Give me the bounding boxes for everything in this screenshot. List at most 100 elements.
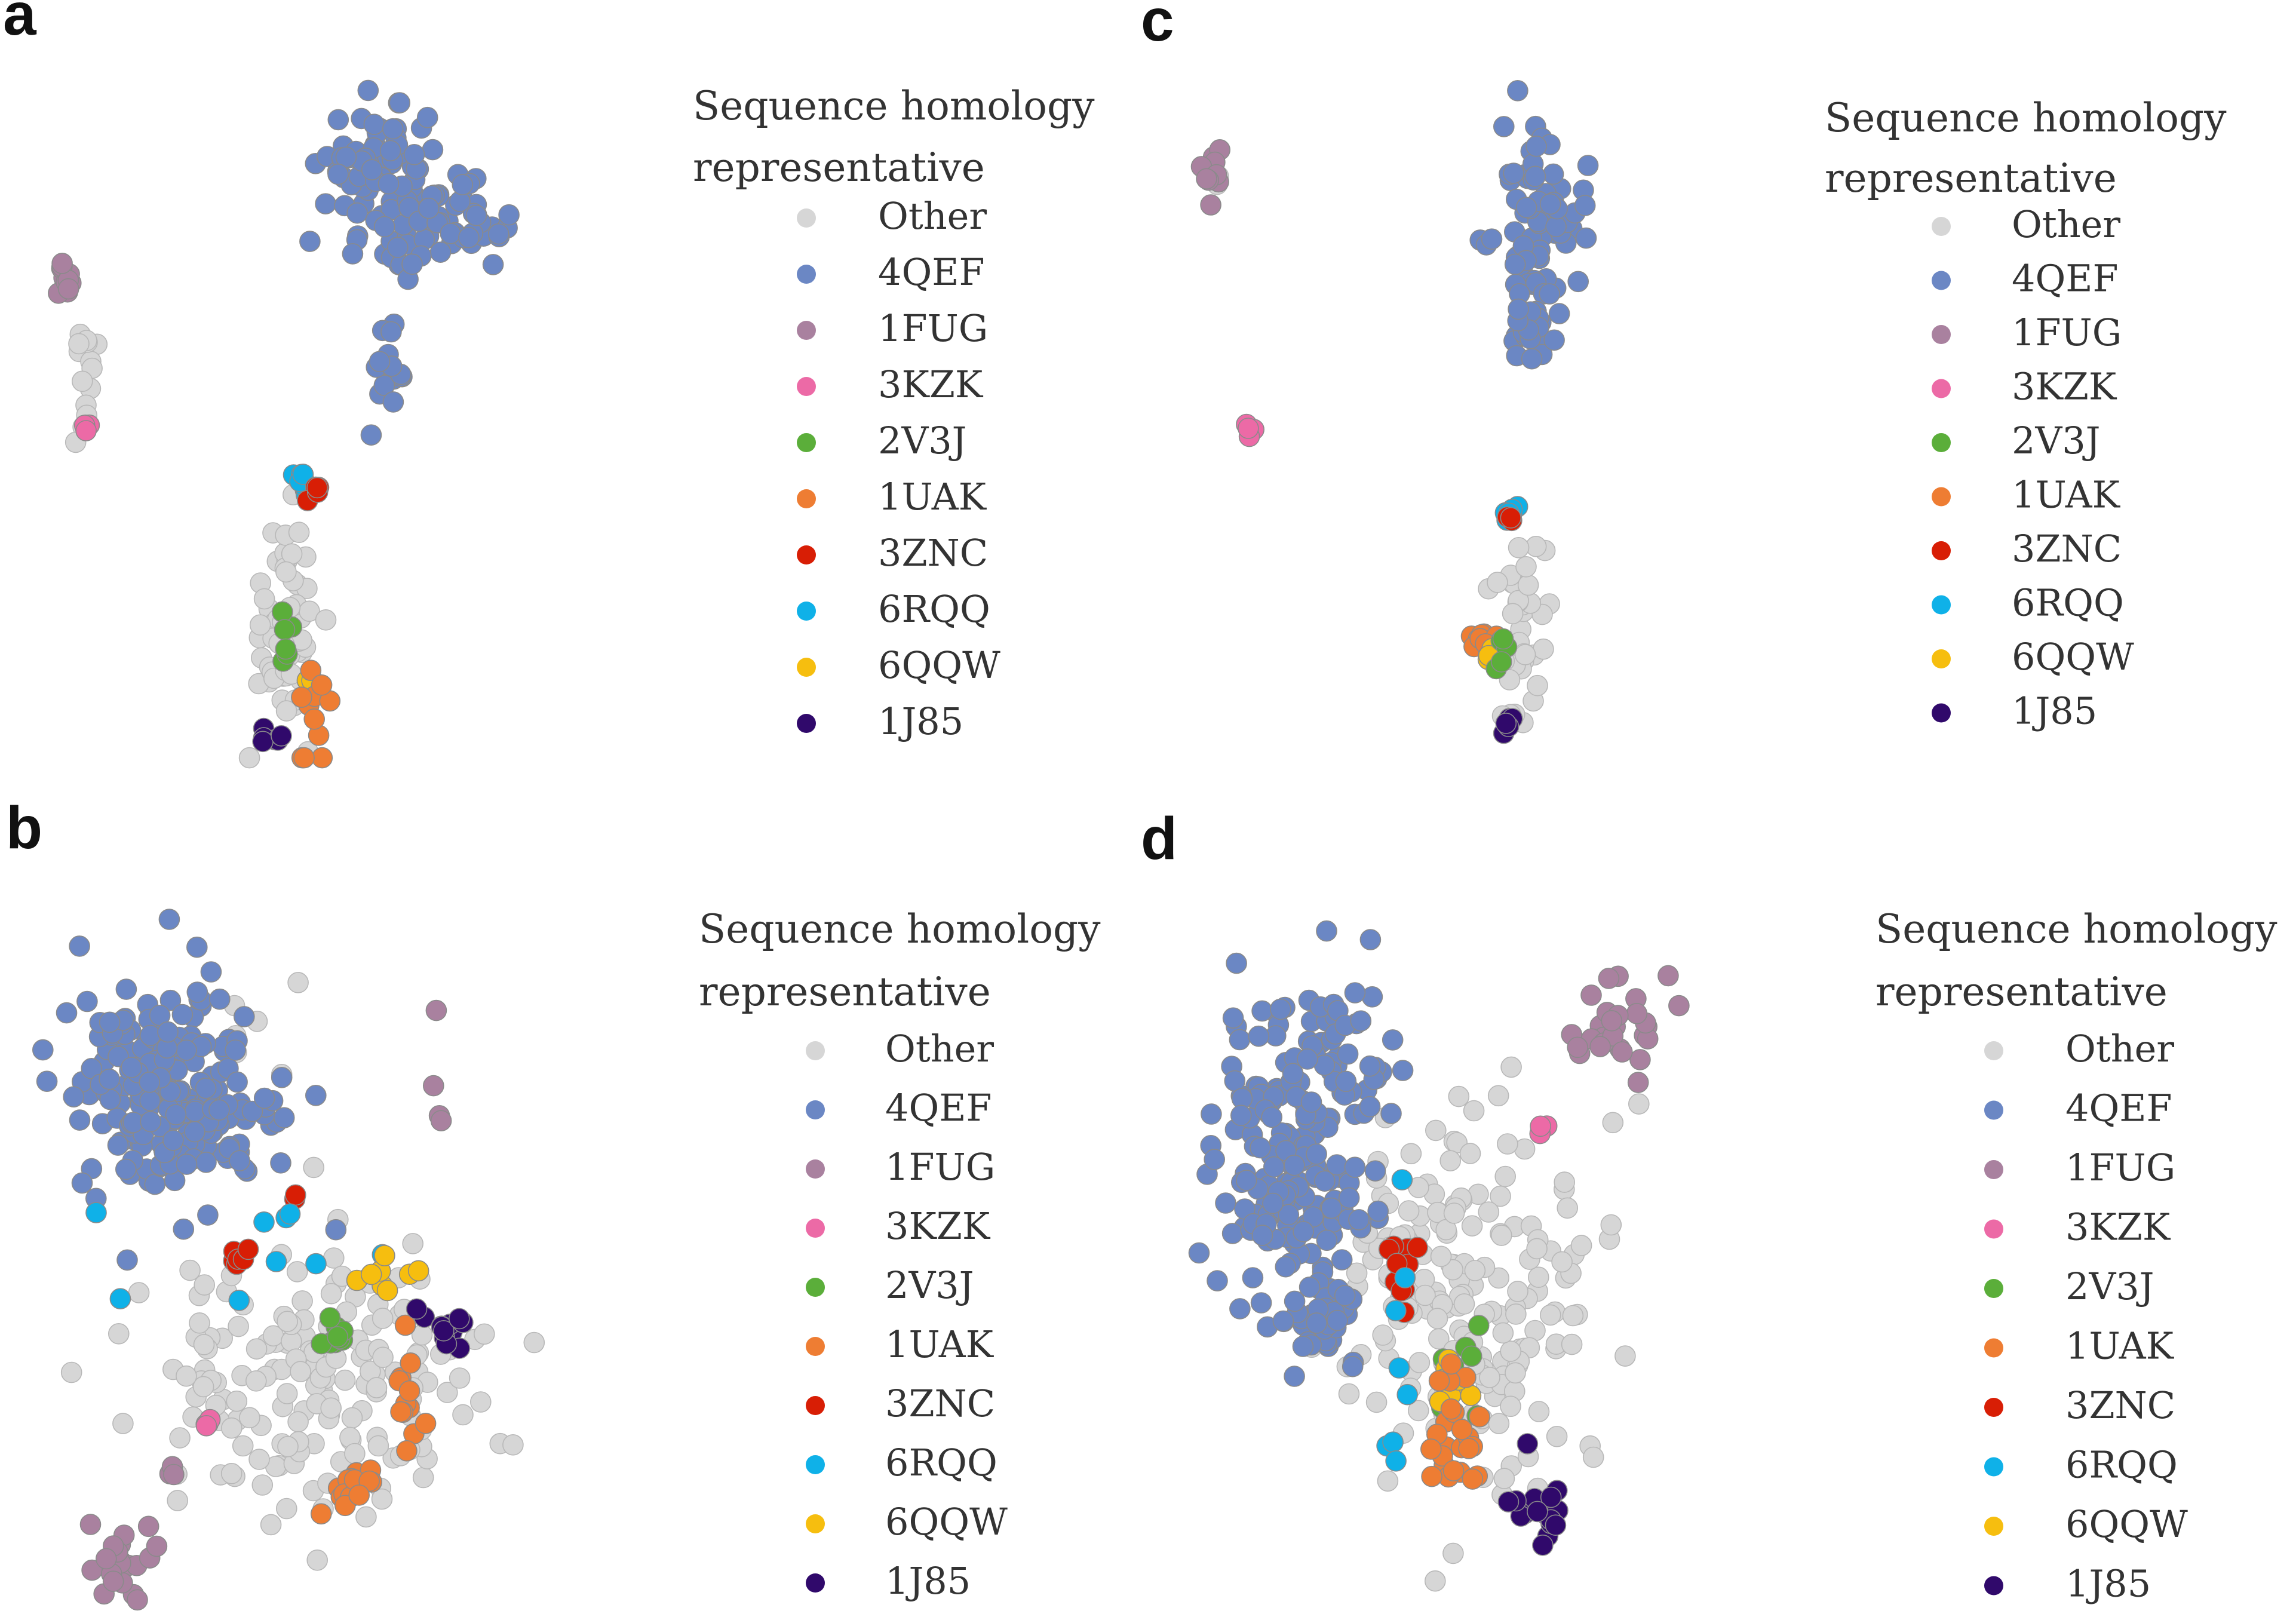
- point-4qef: [165, 1104, 187, 1125]
- legend-marker-3znc: [797, 545, 816, 564]
- point-3znc: [237, 1238, 259, 1260]
- legend-title-b-line1: Sequence homology: [699, 906, 1101, 952]
- point-4qef: [1504, 253, 1526, 275]
- point-other: [469, 1391, 492, 1413]
- point-other: [1533, 638, 1554, 660]
- legend-marker-1fug: [797, 321, 816, 340]
- point-other: [1430, 1245, 1452, 1268]
- point-1fug: [137, 1515, 159, 1538]
- point-4qef: [1306, 1312, 1328, 1334]
- point-6rqq: [1394, 1267, 1416, 1288]
- point-6rqq: [253, 1211, 275, 1233]
- point-other: [1463, 1100, 1485, 1122]
- point-other: [275, 1498, 297, 1520]
- point-4qef: [1344, 1156, 1366, 1178]
- point-4qef: [458, 226, 480, 248]
- point-6rqq: [1385, 1300, 1407, 1321]
- point-4qef: [342, 243, 364, 265]
- point-6qqw: [360, 1263, 382, 1285]
- point-other: [452, 1404, 474, 1426]
- point-other: [1479, 1367, 1500, 1388]
- legend-label-4qef: 4QEF: [878, 250, 985, 294]
- point-other: [1414, 1284, 1436, 1306]
- point-4qef: [107, 1134, 129, 1156]
- legend-title-c-line1: Sequence homology: [1825, 95, 2227, 141]
- legend-marker-2v3j: [1984, 1279, 2003, 1298]
- point-1fug: [1626, 1003, 1648, 1024]
- legend-marker-6rqq: [1932, 595, 1951, 615]
- point-2v3j: [275, 638, 297, 660]
- legend-marker-2v3j: [806, 1278, 825, 1297]
- point-4qef: [1515, 197, 1537, 219]
- point-1j85: [1517, 1433, 1539, 1455]
- point-other: [306, 1550, 329, 1571]
- legend-items-d: Other 4QEF 1FUG 3KZK 2V3J 1UAK 3ZNC 6RQQ 6QQW 1J8…: [1984, 1027, 2188, 1606]
- point-4qef: [363, 113, 385, 135]
- point-4qef: [1539, 283, 1560, 305]
- point-4qef: [1543, 329, 1565, 351]
- point-other: [1528, 1266, 1549, 1288]
- point-4qef: [171, 1004, 194, 1026]
- point-1fug: [96, 1548, 117, 1570]
- point-other: [1508, 536, 1530, 559]
- legend-label-other: Other: [885, 1027, 994, 1070]
- point-other: [1425, 1119, 1447, 1142]
- legend-label-1uak: 1UAK: [2065, 1324, 2175, 1368]
- legend-label-1j85: 1J85: [885, 1559, 971, 1603]
- legend-marker-3znc: [1984, 1398, 2003, 1417]
- legend-label-3kzk: 3KZK: [878, 363, 984, 406]
- point-6rqq: [279, 1203, 301, 1225]
- point-other: [1464, 1260, 1486, 1281]
- point-4qef: [1507, 80, 1528, 102]
- point-other: [291, 1290, 313, 1312]
- legend-marker-6qqw: [806, 1514, 825, 1533]
- point-other: [1561, 1333, 1583, 1355]
- point-other: [1487, 572, 1508, 593]
- panel-letter-c: c: [1141, 0, 1174, 54]
- point-4qef: [401, 253, 423, 275]
- point-other: [1408, 1352, 1431, 1373]
- point-4qef: [1306, 1143, 1327, 1165]
- legend-title-a-line2: representative: [693, 145, 985, 191]
- legend-label-6rqq: 6RQQ: [878, 587, 990, 631]
- point-1uak: [1451, 1419, 1473, 1440]
- legend-title-d-line2: representative: [1876, 969, 2168, 1015]
- point-6rqq: [305, 1253, 327, 1275]
- point-other: [167, 1490, 189, 1511]
- point-other: [1443, 1202, 1465, 1224]
- point-other: [1400, 1143, 1422, 1165]
- point-4qef: [144, 1173, 166, 1195]
- point-4qef: [1302, 1206, 1324, 1228]
- point-1fug: [1567, 1036, 1588, 1058]
- legend-marker-3kzk: [1984, 1219, 2003, 1239]
- point-other: [1507, 1281, 1528, 1302]
- legend-label-3znc: 3ZNC: [2012, 527, 2122, 570]
- point-4qef: [208, 988, 231, 1010]
- panel-d: d Sequence homology representative Other…: [1141, 805, 2277, 1606]
- point-4qef: [315, 193, 336, 215]
- point-other: [1372, 1324, 1393, 1346]
- point-4qef: [1359, 929, 1382, 950]
- legend-label-1j85: 1J85: [878, 699, 963, 743]
- point-4qef: [195, 1152, 217, 1173]
- point-4qef: [325, 1219, 347, 1241]
- point-4qef: [176, 1153, 198, 1175]
- point-1fug: [127, 1589, 148, 1611]
- point-other: [1377, 1470, 1399, 1492]
- point-1j85: [1532, 1535, 1554, 1556]
- legend-title-b-line2: representative: [699, 969, 991, 1015]
- point-4qef: [271, 1067, 293, 1088]
- legend-marker-1j85: [1984, 1576, 2003, 1596]
- point-other: [1492, 1322, 1514, 1344]
- point-4qef: [36, 1070, 58, 1092]
- point-other: [220, 1463, 243, 1484]
- point-4qef: [99, 1011, 121, 1033]
- point-4qef: [195, 1078, 217, 1099]
- legend-marker-1uak: [1932, 487, 1951, 507]
- point-other: [1426, 1308, 1448, 1330]
- point-4qef: [1229, 1298, 1251, 1320]
- point-4qef: [186, 936, 208, 958]
- point-1uak: [291, 686, 312, 708]
- point-other: [275, 561, 297, 583]
- point-3znc: [1500, 507, 1522, 529]
